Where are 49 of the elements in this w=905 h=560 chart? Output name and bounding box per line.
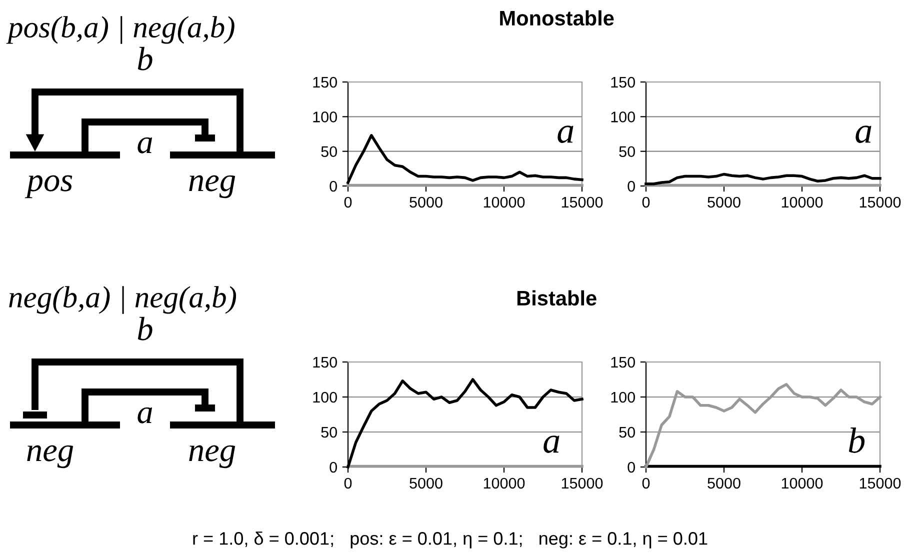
y-tick-label: 50 (321, 146, 337, 158)
text: b (138, 316, 152, 340)
x-tick-label: 5000 (708, 196, 740, 208)
y-tick-label: 0 (330, 180, 337, 192)
text: neg(b,a) | neg(a,b) (9, 286, 236, 314)
y-tick-label: 50 (619, 146, 635, 158)
y-tick-label: 100 (313, 392, 337, 403)
text: a (138, 137, 152, 154)
text: neg (189, 445, 236, 468)
y-tick-label: 0 (628, 180, 635, 192)
x-tick-label: 15000 (860, 478, 901, 489)
text: b (138, 46, 152, 70)
y-tick-label: 150 (611, 76, 635, 88)
x-tick-label: 15000 (562, 478, 603, 489)
x-tick-label: 5000 (708, 478, 740, 489)
chart-title: Monostable (500, 10, 614, 26)
annotation: a (544, 436, 560, 453)
y-tick-label: 150 (313, 76, 337, 88)
text: pos (24, 175, 72, 198)
text: r = 1.0, δ = 0.001; pos: ε = 0.01, η = 0.1; neg: ε = 0.1, η = 0.01 (193, 532, 708, 548)
y-tick-label: 50 (321, 426, 337, 438)
annotation: a (856, 126, 872, 144)
x-tick-label: 0 (344, 196, 352, 208)
y-tick-label: 150 (313, 356, 337, 368)
annotation: b (848, 428, 865, 453)
annotation: a (558, 126, 574, 144)
y-tick-label: 100 (313, 112, 337, 122)
x-tick-label: 10000 (782, 478, 823, 489)
x-tick-label: 10000 (782, 196, 823, 208)
x-tick-label: 0 (642, 478, 650, 489)
x-tick-label: 15000 (562, 196, 603, 208)
y-tick-label: 50 (619, 426, 635, 438)
x-tick-label: 10000 (484, 478, 525, 489)
x-tick-label: 0 (642, 196, 650, 208)
y-tick-label: 0 (330, 462, 337, 473)
y-tick-label: 100 (611, 112, 635, 122)
y-tick-label: 150 (611, 356, 635, 368)
text: a (138, 407, 152, 424)
x-tick-label: 5000 (410, 478, 442, 489)
x-tick-label: 5000 (410, 196, 442, 208)
x-tick-label: 0 (344, 478, 352, 489)
y-tick-label: 100 (611, 392, 635, 403)
text: neg (189, 175, 236, 198)
text: pos(b,a) | neg(a,b) (6, 16, 234, 44)
y-tick-label: 0 (628, 462, 635, 473)
text: neg (27, 445, 74, 468)
chart-title: Bistable (517, 290, 596, 306)
x-tick-label: 10000 (484, 196, 525, 208)
x-tick-label: 15000 (860, 196, 901, 208)
